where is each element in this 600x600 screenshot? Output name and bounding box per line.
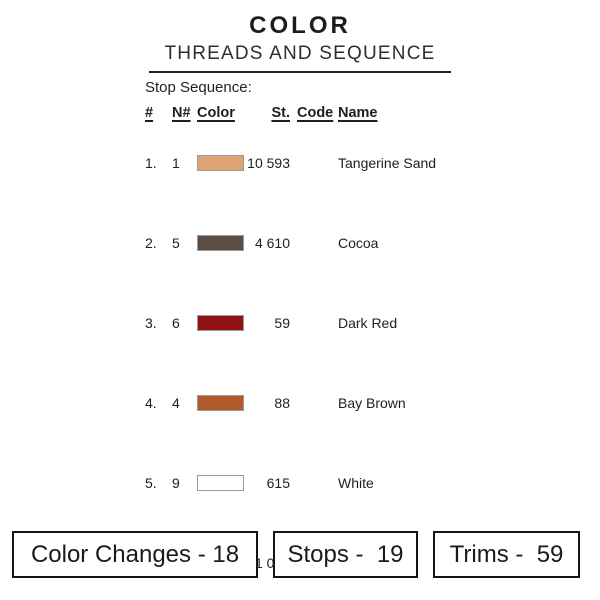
thread-table-body: 1. 1 10 593 Tangerine Sand 2. 5 4 610 Co…	[145, 123, 503, 600]
row-number: 5.	[145, 475, 157, 491]
color-swatch	[197, 395, 244, 411]
color-cell	[197, 123, 247, 203]
stitch-count: 88	[274, 395, 290, 411]
table-row: 2. 5 4 610 Cocoa	[145, 203, 503, 283]
page-title: COLOR	[249, 12, 351, 39]
stops-box: Stops - 19	[273, 531, 418, 578]
row-number: 1.	[145, 155, 157, 171]
color-changes-box: Color Changes - 18	[12, 531, 258, 578]
stitch-count: 4 610	[254, 235, 290, 251]
header-stitches: St.	[271, 105, 290, 121]
color-cell	[197, 443, 247, 523]
code-cell	[290, 283, 338, 363]
stop-sequence-label: Stop Sequence:	[145, 79, 252, 96]
needle-number: 1	[172, 155, 180, 171]
header-color: Color	[197, 105, 235, 121]
table-row: 5. 9 615 White	[145, 443, 503, 523]
thread-name: Tangerine Sand	[338, 155, 437, 171]
row-number: 3.	[145, 315, 157, 331]
stitch-count: 10 593	[247, 155, 290, 171]
thread-name: Dark Red	[338, 315, 398, 331]
thread-name: White	[338, 475, 374, 491]
thread-table-header: # N# Color St. Code Name	[145, 103, 503, 123]
table-row: 4. 4 88 Bay Brown	[145, 363, 503, 443]
header-name: Name	[338, 105, 378, 121]
color-cell	[197, 283, 247, 363]
thread-name: Cocoa	[338, 235, 379, 251]
thread-table: # N# Color St. Code Name 1. 1 10 593 Tan…	[145, 103, 503, 600]
stops-label: Stops - 19	[287, 540, 404, 568]
header-code: Code	[297, 105, 334, 121]
header-stop-number: #	[145, 105, 154, 121]
subtitle-underline: THREADS AND SEQUENCE	[149, 42, 451, 73]
needle-number: 9	[172, 475, 180, 491]
color-swatch	[197, 235, 244, 251]
color-swatch	[197, 315, 244, 331]
color-swatch	[197, 155, 244, 171]
row-number: 2.	[145, 235, 157, 251]
stop-sequence-section: Stop Sequence: # N# Color St. Code Name …	[145, 79, 503, 600]
code-cell	[290, 363, 338, 443]
color-changes-label: Color Changes - 18	[30, 540, 240, 568]
color-cell	[197, 203, 247, 283]
table-row: 1. 1 10 593 Tangerine Sand	[145, 123, 503, 203]
row-number: 4.	[145, 395, 157, 411]
needle-number: 6	[172, 315, 180, 331]
trims-label: Trims - 59	[449, 540, 564, 568]
needle-number: 4	[172, 395, 180, 411]
stitch-count: 615	[266, 475, 290, 491]
stitch-count: 59	[274, 315, 290, 331]
needle-number: 5	[172, 235, 180, 251]
title-block: COLOR THREADS AND SEQUENCE	[0, 0, 600, 73]
trims-box: Trims - 59	[433, 531, 580, 578]
color-cell	[197, 363, 247, 443]
code-cell	[290, 203, 338, 283]
table-row: 3. 6 59 Dark Red	[145, 283, 503, 363]
code-cell	[290, 123, 338, 203]
summary-boxes: Color Changes - 18 Stops - 19 Trims - 59	[12, 531, 580, 578]
code-cell	[290, 443, 338, 523]
header-needle-number: N#	[172, 105, 191, 121]
color-swatch	[197, 475, 244, 491]
page-subtitle: THREADS AND SEQUENCE	[164, 43, 436, 64]
thread-name: Bay Brown	[338, 395, 406, 411]
